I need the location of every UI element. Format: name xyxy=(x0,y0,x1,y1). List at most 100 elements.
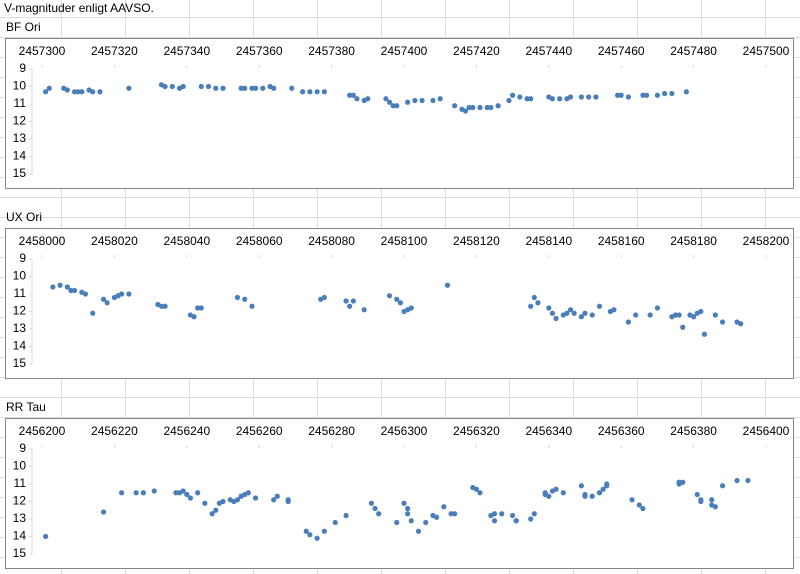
data-point xyxy=(343,298,349,304)
data-point xyxy=(202,500,208,506)
data-point xyxy=(415,528,422,534)
data-point xyxy=(368,500,375,506)
y-tick-label: 9 xyxy=(19,441,26,455)
data-point xyxy=(394,103,400,109)
x-tick-label: 2457340 xyxy=(163,44,210,58)
data-point xyxy=(314,89,320,95)
data-point xyxy=(119,291,125,297)
data-point xyxy=(162,83,168,90)
y-tick-label: 15 xyxy=(13,356,27,370)
data-point xyxy=(589,493,595,499)
data-point xyxy=(195,305,201,311)
data-point xyxy=(557,96,563,102)
data-point xyxy=(452,103,458,109)
data-point xyxy=(680,479,686,485)
x-tick-label: 2456300 xyxy=(381,424,428,438)
data-point xyxy=(466,104,472,111)
data-point xyxy=(376,511,382,517)
data-point xyxy=(676,479,682,485)
data-point xyxy=(488,104,494,111)
data-point xyxy=(390,103,396,109)
data-point xyxy=(187,495,194,501)
data-point xyxy=(213,85,219,91)
data-point xyxy=(50,284,56,290)
data-point xyxy=(484,104,490,111)
data-point xyxy=(126,291,132,297)
x-tick-label: 2458020 xyxy=(91,234,138,248)
data-point xyxy=(271,497,277,503)
x-tick-label: 2458180 xyxy=(670,234,717,248)
data-point xyxy=(365,96,371,102)
data-point xyxy=(234,294,241,301)
data-point xyxy=(694,491,700,498)
data-point xyxy=(531,511,537,517)
data-point xyxy=(405,99,411,105)
data-point xyxy=(46,85,52,91)
data-point xyxy=(553,315,559,322)
y-tick-label: 12 xyxy=(13,114,27,128)
data-point xyxy=(252,85,259,91)
data-point xyxy=(654,92,661,98)
x-tick-label: 2456200 xyxy=(19,424,66,438)
data-point xyxy=(636,502,642,508)
data-point xyxy=(252,495,259,501)
data-point xyxy=(567,94,574,100)
data-point xyxy=(350,298,356,304)
data-point xyxy=(596,303,603,309)
x-tick-label: 2457320 xyxy=(91,44,138,58)
data-point xyxy=(571,310,577,316)
data-point xyxy=(506,97,512,104)
data-point xyxy=(437,96,443,102)
data-point xyxy=(462,108,469,114)
data-point xyxy=(448,511,454,517)
data-point xyxy=(513,518,519,524)
data-point xyxy=(701,331,708,337)
x-tick-label: 2457440 xyxy=(525,44,572,58)
data-point xyxy=(578,94,584,100)
data-point xyxy=(629,497,635,503)
data-point xyxy=(169,83,175,90)
data-point xyxy=(213,507,219,513)
data-point xyxy=(274,493,280,499)
data-point xyxy=(719,483,726,489)
data-point xyxy=(672,312,679,318)
data-point xyxy=(560,490,566,496)
data-point xyxy=(719,319,726,325)
data-point xyxy=(100,509,107,515)
data-point xyxy=(321,89,327,95)
data-point xyxy=(90,310,96,316)
x-tick-label: 2457500 xyxy=(743,44,790,58)
data-point xyxy=(662,90,668,97)
y-tick-label: 11 xyxy=(14,286,27,300)
x-tick-label: 2456220 xyxy=(91,424,138,438)
data-point xyxy=(509,92,516,98)
data-point xyxy=(582,310,588,316)
data-point xyxy=(397,300,403,306)
data-point xyxy=(549,96,556,102)
data-point xyxy=(321,528,327,534)
data-point xyxy=(647,312,653,318)
data-point xyxy=(140,490,146,496)
data-point xyxy=(509,512,516,519)
data-point xyxy=(354,96,360,102)
x-tick-label: 2456400 xyxy=(743,424,790,438)
data-point xyxy=(596,490,603,496)
data-point xyxy=(126,85,132,91)
data-point xyxy=(408,518,414,524)
data-point xyxy=(300,89,306,95)
data-point xyxy=(100,296,107,302)
data-point xyxy=(491,518,498,524)
data-point xyxy=(691,314,697,320)
y-tick-label: 12 xyxy=(13,494,27,508)
data-point xyxy=(260,85,266,91)
data-point xyxy=(683,89,689,95)
data-point xyxy=(745,477,751,484)
data-point xyxy=(618,92,624,98)
data-point xyxy=(57,282,63,288)
data-point xyxy=(734,477,740,484)
data-point xyxy=(589,312,595,318)
data-point xyxy=(546,305,552,311)
data-point xyxy=(90,89,96,95)
data-point xyxy=(433,514,440,520)
data-point xyxy=(423,519,429,526)
